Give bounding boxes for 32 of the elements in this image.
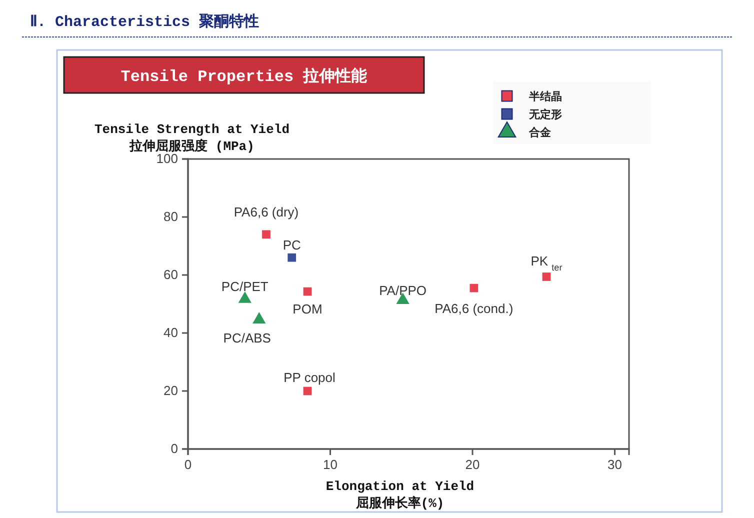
y-tick-label: 0 [170,441,178,456]
x-axis-title: Elongation at Yield 屈服伸长率(%) [326,479,474,511]
annotation: PP copol [284,370,336,385]
y-tick-label: 100 [156,151,178,166]
y-tick-label: 20 [164,383,178,398]
y-tick-label: 40 [164,325,178,340]
annotation: POM [292,302,322,317]
point [542,272,551,281]
point [262,230,270,239]
annotation: PK $_{ter}$ [530,254,562,273]
x-tick-label: 20 [465,457,480,472]
x-tick-label: 10 [323,457,338,472]
y-tick-label: 80 [164,209,178,224]
x-tick-label: 30 [608,457,622,472]
annotation: PA6,6 (cond.) [434,301,514,316]
annotation: PA6,6 (dry) [234,204,299,220]
chart-subtitle: Tensile Properties 拉伸性能 [120,67,368,86]
annotation: PC/PET [221,279,268,294]
point [470,284,478,292]
x-tick-label: 0 [184,457,192,472]
annotation: PC [282,238,301,253]
annotation: PA/PPO [379,283,427,298]
legend-label: 合金 [528,126,552,139]
y-axis-title: Tensile Strength at Yield 拉伸屈服强度 (MPa) [94,122,290,154]
legend-label: 无定形 [528,108,562,121]
legend-label: 半结晶 [528,90,562,103]
point [288,253,296,262]
chart-title: Ⅱ. Characteristics 聚酮特性 [30,13,260,31]
point [303,386,312,396]
point [303,287,312,296]
annotation: PC/ABS [223,330,272,346]
y-tick-label: 60 [164,267,178,282]
